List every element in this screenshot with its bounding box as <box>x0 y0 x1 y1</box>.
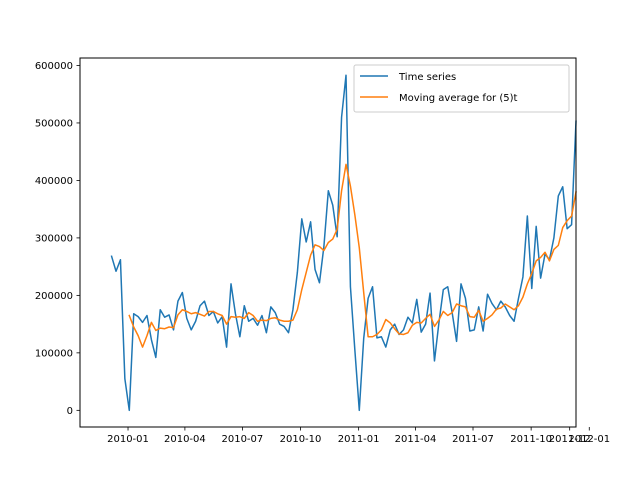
y-tick-label: 400000 <box>35 176 73 187</box>
legend: Time series Moving average for (5)t <box>353 64 570 113</box>
x-tick-label: 2011-04 <box>395 434 437 445</box>
legend-label-1: Time series <box>398 72 456 83</box>
legend-box <box>353 64 570 113</box>
axes-ticks: 2010-01 2010-04 2010-07 2010-10 2011-01 2011-… <box>35 61 610 445</box>
series-line-1 <box>110 74 577 412</box>
x-tick-label: 2010-10 <box>280 434 322 445</box>
x-tick-label: 2012-01 <box>568 434 610 445</box>
y-tick-label: 0 <box>67 406 73 417</box>
x-tick-label: 2010-04 <box>164 434 206 445</box>
y-tick-label: 300000 <box>35 233 73 244</box>
x-tick-label: 2011-12 <box>549 434 591 445</box>
x-tick-label: 2011-10 <box>510 434 552 445</box>
x-tick-label: 2011-07 <box>452 434 494 445</box>
y-tick-label: 200000 <box>35 291 73 302</box>
y-tick-label: 500000 <box>35 118 73 129</box>
x-tick-label: 2010-01 <box>107 434 149 445</box>
y-tick-label: 600000 <box>35 61 73 72</box>
axes-frame <box>79 57 577 428</box>
y-tick-label: 100000 <box>35 348 73 359</box>
x-tick-label: 2010-07 <box>221 434 263 445</box>
plot-area <box>110 74 577 412</box>
legend-label-2: Moving average for (5)t <box>399 93 518 104</box>
series-line-2 <box>128 163 577 348</box>
x-tick-label: 2011-01 <box>338 434 380 445</box>
